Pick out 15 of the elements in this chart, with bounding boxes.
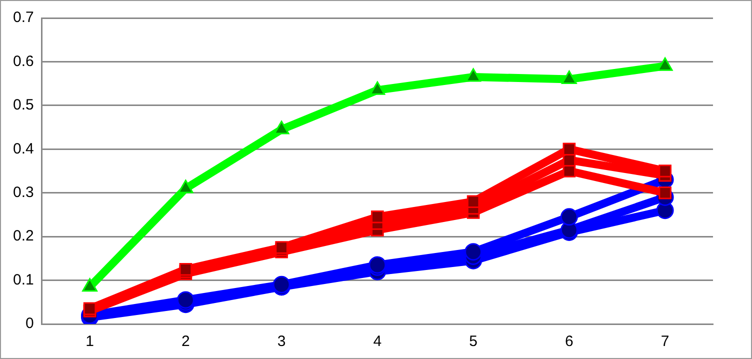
x-tick-label: 5 [469,333,478,350]
x-tick-label: 4 [373,333,382,350]
x-tick-label: 1 [86,333,94,350]
x-tick-label: 2 [182,333,190,350]
y-tick-label: 0.4 [12,140,34,158]
y-tick-label: 0.7 [12,9,34,26]
y-tick-label: 0.2 [12,228,34,245]
y-tick-label: 0.5 [12,96,34,114]
y-tick-label: 0.3 [12,184,34,201]
y-tick-label: 0.1 [12,271,34,288]
x-tick-label: 3 [277,333,286,350]
y-tick-label: 0 [26,315,34,332]
x-tick-label: 6 [565,333,574,350]
y-tick-label: 0.6 [12,52,34,70]
x-tick-label: 7 [660,333,670,350]
